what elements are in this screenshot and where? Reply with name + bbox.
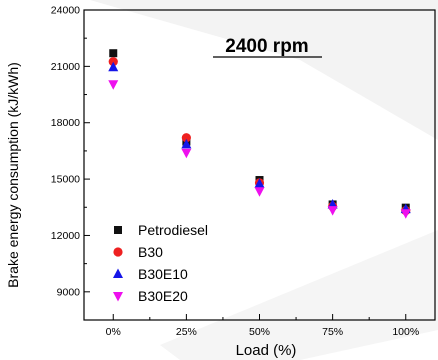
x-axis-label: Load (%) bbox=[236, 342, 297, 359]
background-watermark bbox=[90, 0, 438, 360]
x-tick-label: 75% bbox=[322, 326, 343, 338]
legend-marker-petrodiesel bbox=[114, 226, 122, 234]
axis-ticks bbox=[84, 9, 407, 320]
data-points bbox=[108, 49, 411, 219]
data-point-b30e20 bbox=[108, 80, 119, 90]
data-point-b30e20 bbox=[254, 187, 265, 197]
legend-label-b30: B30 bbox=[138, 244, 163, 260]
data-point-b30e10 bbox=[327, 198, 338, 209]
legend-marker-b30e20 bbox=[113, 292, 123, 302]
data-point-b30e10 bbox=[108, 61, 119, 72]
legend-marker-b30 bbox=[113, 247, 123, 257]
data-point-b30 bbox=[181, 133, 191, 143]
data-point-b30 bbox=[108, 57, 118, 67]
data-point-petrodiesel bbox=[109, 49, 118, 58]
data-point-b30e10 bbox=[181, 138, 192, 149]
data-point-b30e20 bbox=[181, 148, 192, 159]
y-tick-label: 21000 bbox=[51, 61, 80, 73]
x-tick-label: 100% bbox=[392, 326, 419, 338]
data-point-b30e20 bbox=[400, 209, 411, 219]
y-tick-labels: 9000 12000 15000 18000 21000 24000 bbox=[51, 5, 80, 299]
x-tick-label: 0% bbox=[106, 326, 121, 338]
x-tick-label: 25% bbox=[176, 326, 197, 338]
chart-title: 2400 rpm bbox=[225, 36, 308, 57]
legend-label-petrodiesel: Petrodiesel bbox=[138, 222, 208, 238]
y-tick-label: 18000 bbox=[51, 117, 80, 129]
legend: Petrodiesel B30 B30E10 B30E20 bbox=[113, 222, 208, 304]
y-tick-label: 12000 bbox=[51, 230, 80, 242]
data-point-b30e20 bbox=[327, 206, 338, 216]
data-point-b30e10 bbox=[254, 178, 265, 188]
x-tick-labels: 0% 25% 50% 75% 100% bbox=[106, 326, 420, 338]
y-tick-label: 15000 bbox=[51, 174, 80, 186]
legend-label-b30e20: B30E20 bbox=[138, 288, 188, 304]
y-axis-label: Brake energy consumption (kJ/kWh) bbox=[5, 62, 21, 288]
legend-marker-b30e10 bbox=[113, 268, 123, 278]
x-tick-label: 50% bbox=[249, 326, 270, 338]
y-tick-label: 9000 bbox=[57, 286, 81, 298]
y-tick-label: 24000 bbox=[51, 5, 80, 17]
legend-label-b30e10: B30E10 bbox=[138, 266, 188, 282]
